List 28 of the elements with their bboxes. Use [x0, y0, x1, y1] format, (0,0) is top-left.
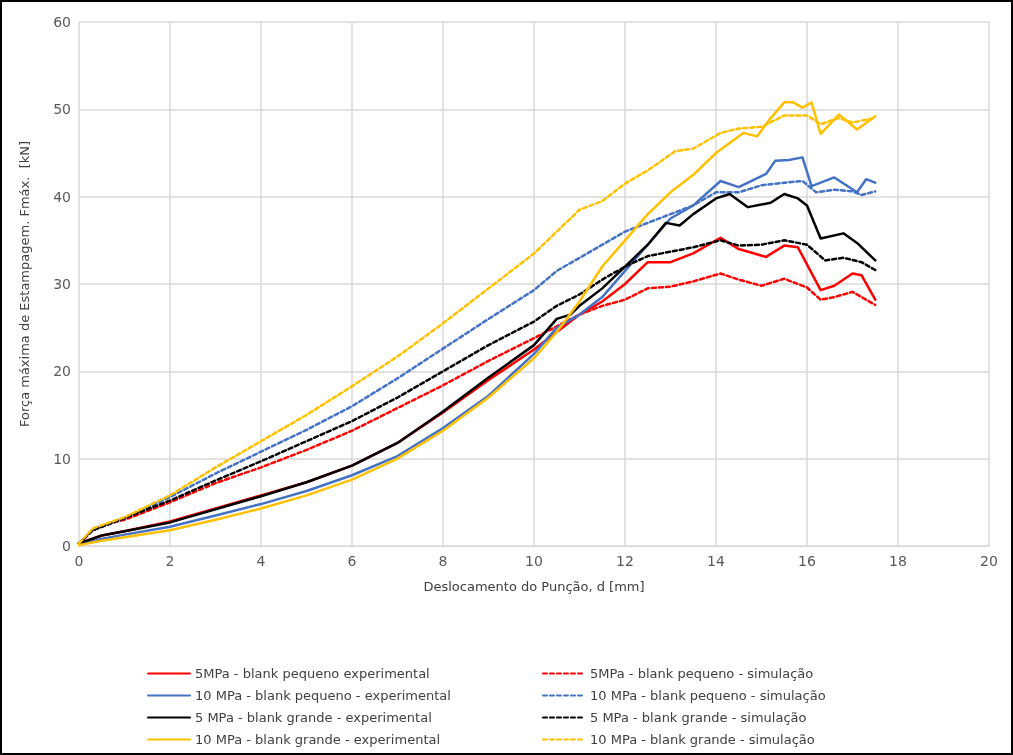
x-tick-label: 12: [616, 553, 634, 569]
legend-label: 10 MPa - blank grande - simulação: [590, 732, 815, 747]
y-tick-label: 40: [53, 188, 71, 205]
legend-label: 5MPa - blank pequeno experimental: [195, 666, 430, 681]
legend-label: 10 MPa - blank pequeno - simulação: [590, 688, 826, 703]
legend-label: 5MPa - blank pequeno - simulação: [590, 666, 814, 681]
y-tick-label: 30: [53, 276, 71, 292]
x-tick-label: 0: [74, 553, 84, 569]
x-tick-label: 6: [347, 553, 357, 569]
x-tick-label: 16: [798, 553, 816, 569]
x-axis-title: Deslocamento do Punção, d [mm]: [423, 579, 645, 594]
x-tick-label: 14: [707, 553, 725, 569]
x-tick-label: 8: [438, 553, 448, 569]
legend-label: 10 MPa - blank pequeno - experimental: [195, 688, 451, 703]
legend-label: 5 MPa - blank grande - experimental: [195, 710, 432, 725]
legend-label: 10 MPa - blank grande - experimental: [195, 732, 441, 747]
x-tick-label: 10: [525, 553, 543, 569]
y-tick-label: 60: [53, 14, 71, 30]
y-axis-title: Força máxima de Estampagem. Fmáx. [kN]: [17, 140, 32, 428]
x-tick-label: 4: [256, 553, 266, 569]
y-tick-label: 50: [53, 101, 71, 118]
y-tick-label: 10: [53, 450, 71, 467]
legend-label: 5 MPa - blank grande - simulação: [590, 710, 807, 725]
y-tick-label: 20: [53, 363, 71, 380]
x-tick-label: 20: [980, 553, 998, 569]
x-tick-label: 18: [889, 553, 907, 569]
x-tick-label: 2: [165, 553, 175, 569]
y-tick-label: 0: [62, 538, 71, 554]
